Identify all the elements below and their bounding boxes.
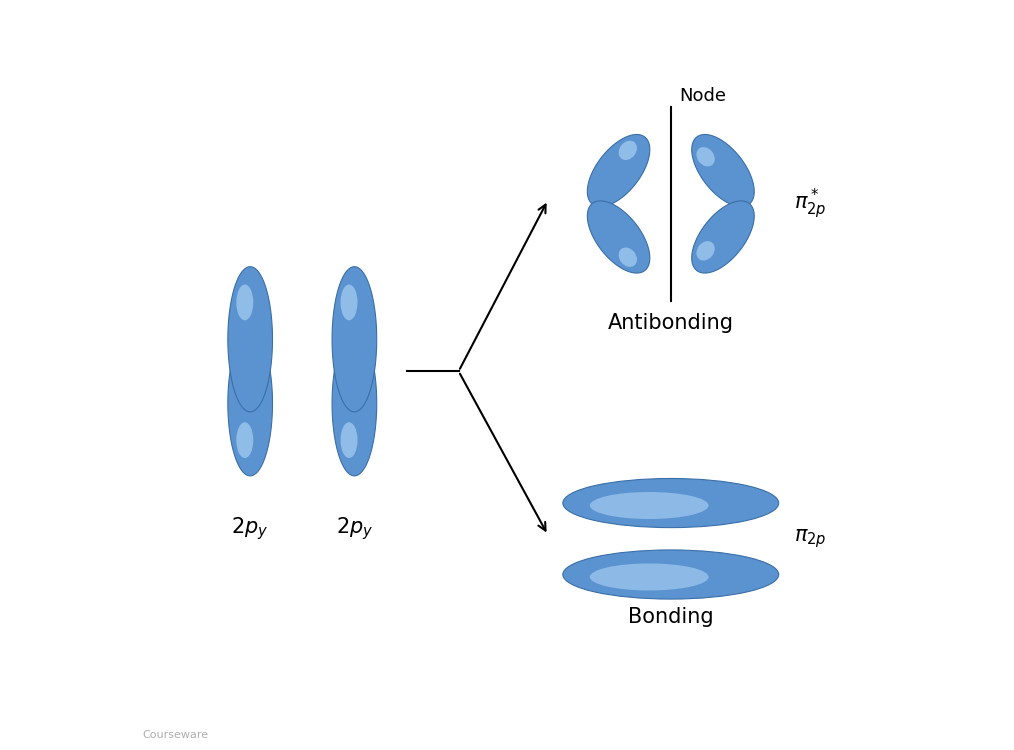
Text: $2p_y$: $2p_y$ — [336, 516, 373, 542]
Polygon shape — [587, 134, 650, 207]
Text: $2p_y$: $2p_y$ — [231, 516, 269, 542]
Polygon shape — [332, 331, 377, 476]
Text: $\pi^*_{2p}$: $\pi^*_{2p}$ — [794, 187, 826, 221]
Ellipse shape — [563, 478, 779, 527]
Ellipse shape — [590, 563, 709, 590]
Ellipse shape — [563, 550, 779, 599]
Ellipse shape — [619, 248, 637, 267]
Polygon shape — [228, 331, 273, 476]
Ellipse shape — [236, 284, 254, 320]
Ellipse shape — [341, 284, 358, 320]
Ellipse shape — [619, 141, 637, 160]
Text: $\pi_{2p}$: $\pi_{2p}$ — [794, 527, 826, 550]
Polygon shape — [692, 201, 754, 273]
Ellipse shape — [590, 492, 709, 519]
Text: Node: Node — [679, 87, 727, 105]
Ellipse shape — [341, 422, 358, 458]
Ellipse shape — [697, 147, 715, 166]
Ellipse shape — [697, 242, 715, 260]
Text: Courseware: Courseware — [142, 730, 208, 740]
Polygon shape — [332, 267, 377, 412]
Text: Antibonding: Antibonding — [607, 313, 734, 333]
Polygon shape — [228, 267, 273, 412]
Text: Bonding: Bonding — [628, 607, 714, 627]
Ellipse shape — [236, 422, 254, 458]
Polygon shape — [587, 201, 650, 273]
Polygon shape — [692, 134, 754, 207]
